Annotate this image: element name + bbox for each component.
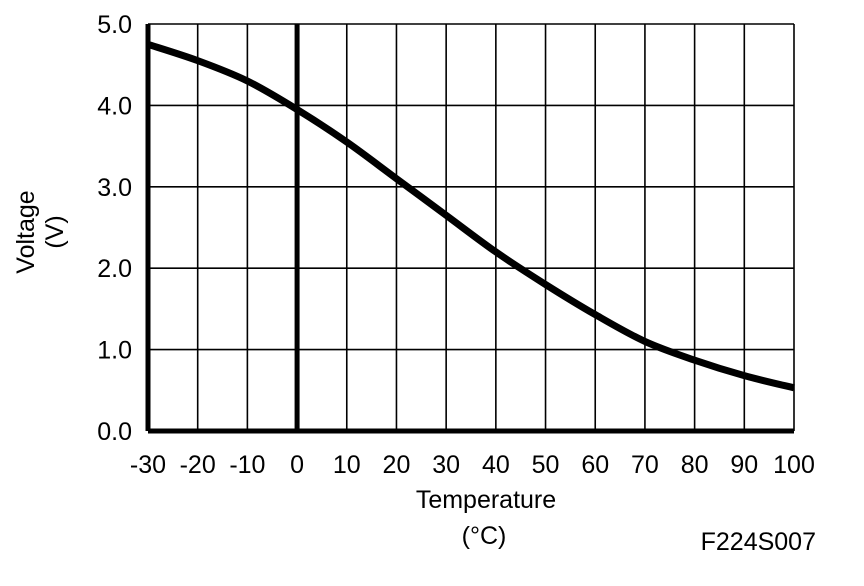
x-tick-label: 0 xyxy=(290,451,304,479)
series-group xyxy=(146,41,795,392)
tick-labels: -30 -20 -10 0 10 20 30 40 50 60 70 80 90 100 0.0 1.0 2.0… xyxy=(97,11,815,479)
x-tick-label: 70 xyxy=(631,451,659,479)
x-tick-label: 10 xyxy=(333,451,361,479)
grid xyxy=(145,23,795,434)
y-tick-label: 4.0 xyxy=(97,92,132,120)
x-tick-label: 20 xyxy=(383,451,411,479)
x-tick-label: 30 xyxy=(432,451,460,479)
x-axis-label: Temperature xyxy=(416,486,556,514)
x-tick-label: 60 xyxy=(581,451,609,479)
y-tick-label: 3.0 xyxy=(97,174,132,202)
x-tick-label: 90 xyxy=(730,451,758,479)
x-tick-label: -20 xyxy=(180,451,216,479)
y-axis-title: Voltage (V) xyxy=(12,190,69,273)
figure-id: F224S007 xyxy=(700,528,816,556)
y-tick-label: 0.0 xyxy=(97,418,132,446)
x-tick-label: 80 xyxy=(681,451,709,479)
y-tick-label: 1.0 xyxy=(97,337,132,365)
y-axis-unit: (V) xyxy=(41,215,69,248)
series-line xyxy=(146,41,795,392)
x-tick-label: -30 xyxy=(130,451,166,479)
y-axis-label: Voltage xyxy=(12,190,40,273)
x-tick-label: 100 xyxy=(773,451,815,479)
y-tick-label: 2.0 xyxy=(97,255,132,283)
x-tick-label: 50 xyxy=(532,451,560,479)
y-tick-label: 5.0 xyxy=(97,11,132,39)
x-tick-label: -10 xyxy=(229,451,265,479)
x-tick-label: 40 xyxy=(482,451,510,479)
x-axis-unit: (°C) xyxy=(462,522,507,550)
